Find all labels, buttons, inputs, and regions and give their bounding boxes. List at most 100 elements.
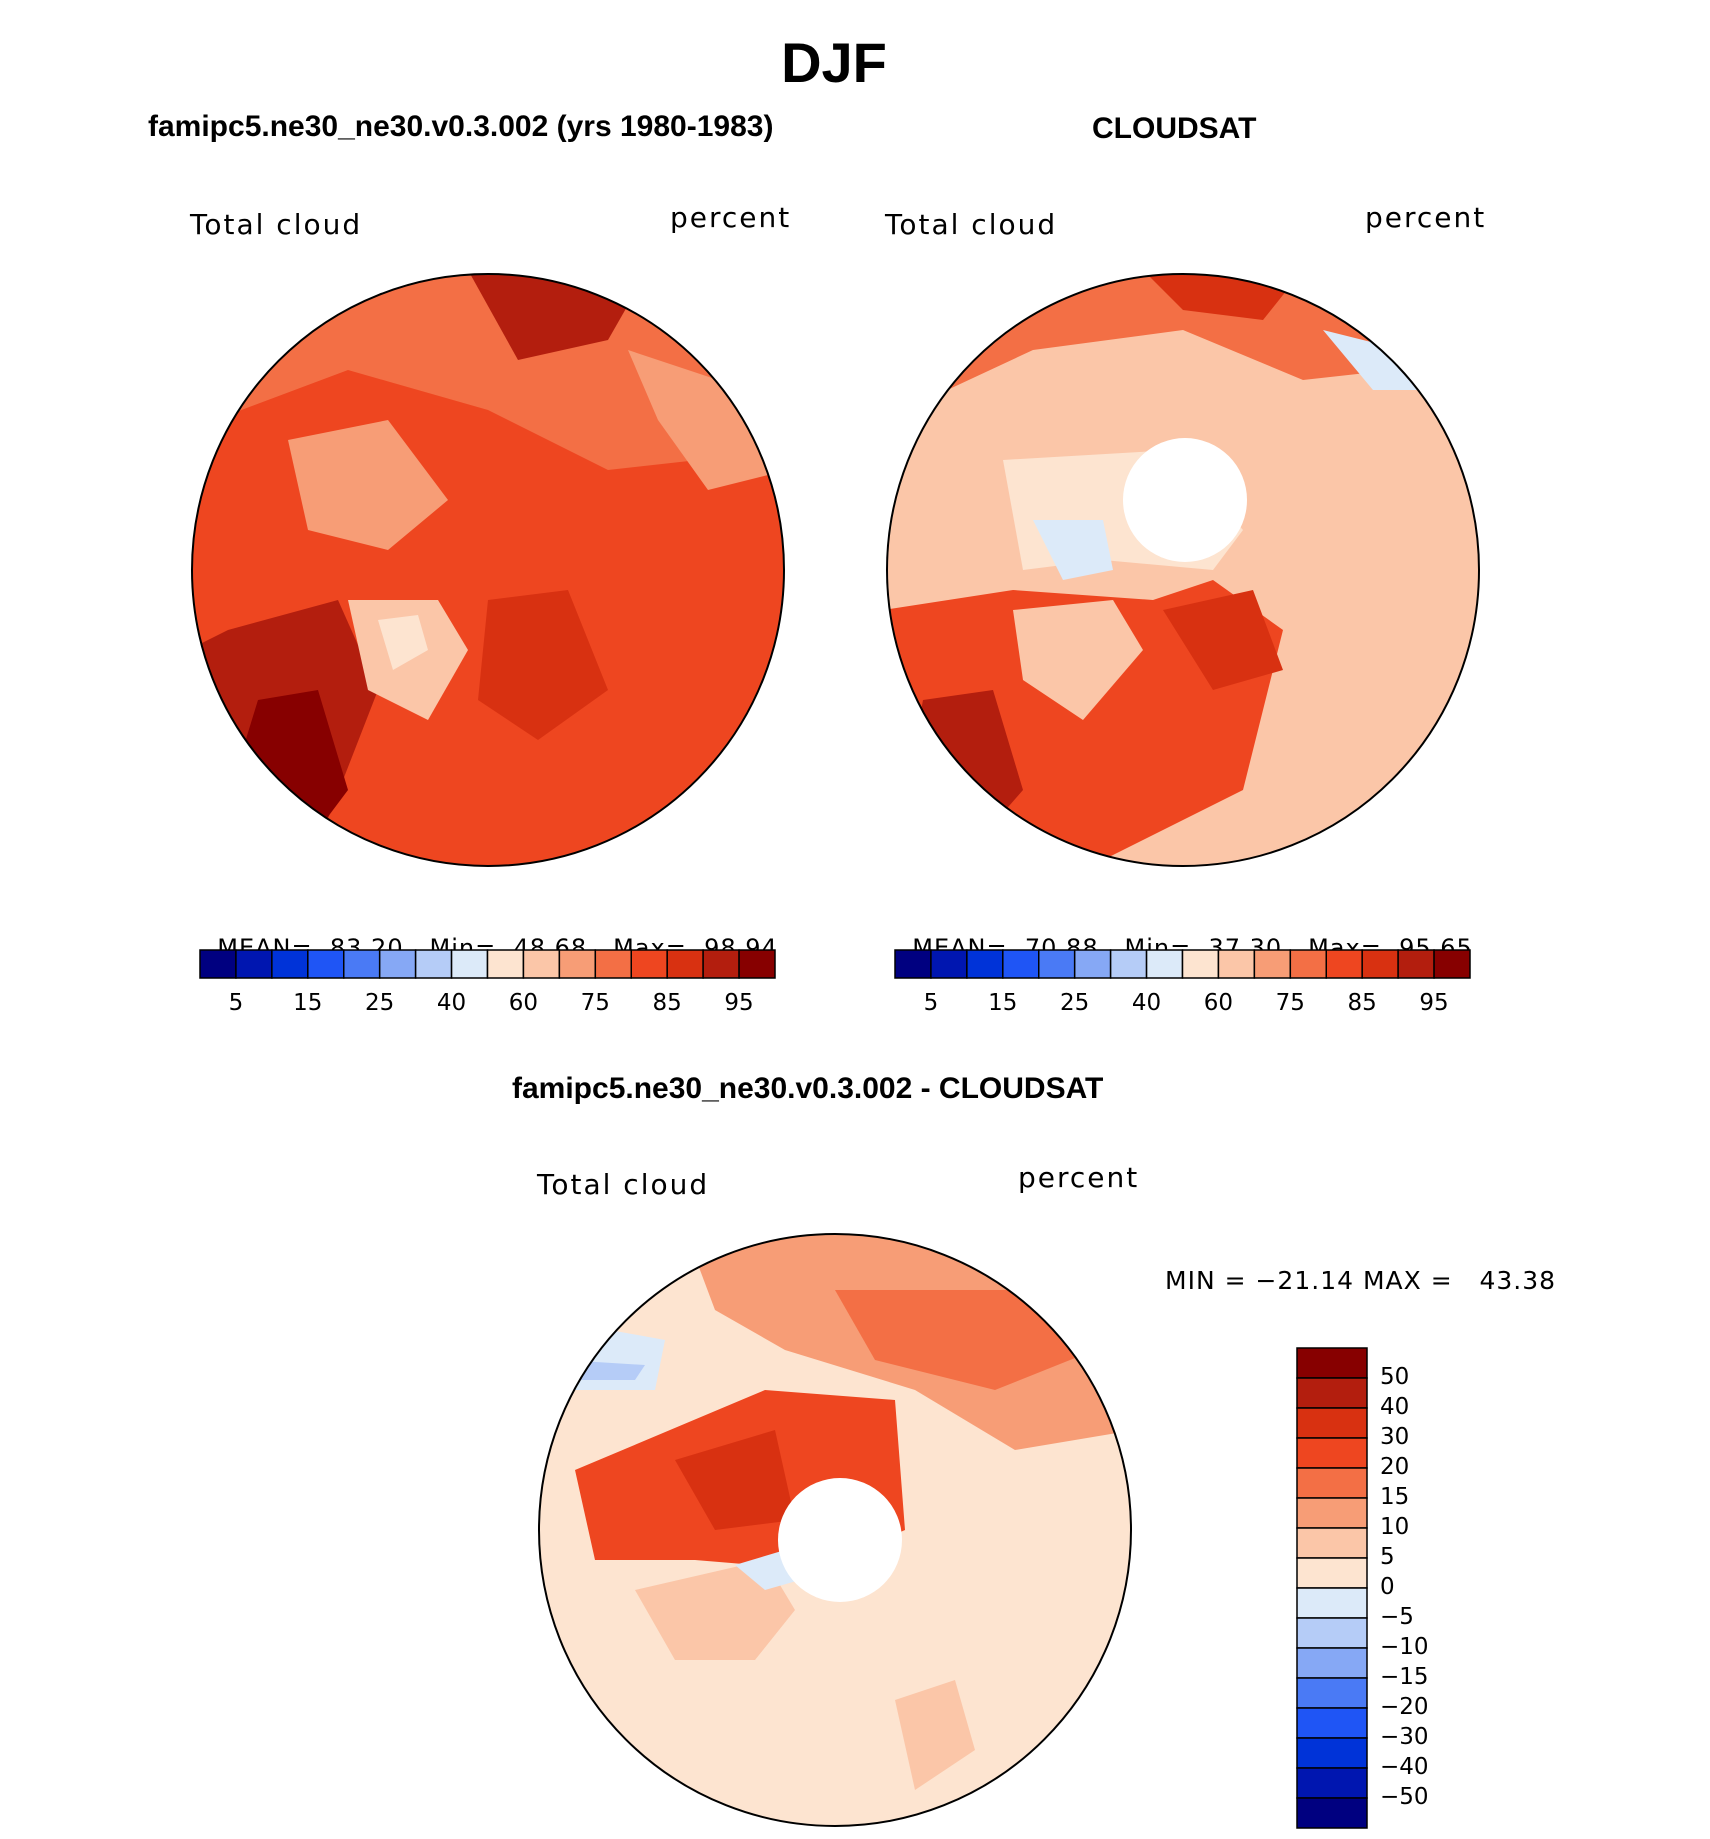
obs-colorbar-swatch xyxy=(894,949,932,979)
diff-colorbar-swatch xyxy=(1296,1527,1368,1559)
diff-field-europe xyxy=(895,1680,975,1790)
obs-colorbar-swatch xyxy=(1109,949,1148,979)
diff-colorbar-swatch xyxy=(1296,1797,1368,1829)
diff-field-north-high xyxy=(835,1290,1095,1390)
diff-polar-map xyxy=(538,1233,1132,1827)
diff-colorbar-swatch xyxy=(1296,1707,1368,1739)
obs-colorbar-tick-label: 5 xyxy=(923,990,939,1016)
model-colorbar-swatch xyxy=(235,949,273,979)
model-panel-title: famipc5.ne30_ne30.v0.3.002 (yrs 1980-198… xyxy=(148,110,774,143)
diff-colorbar-tick-label: 20 xyxy=(1380,1454,1410,1480)
model-colorbar-tick-label: 40 xyxy=(436,990,467,1016)
diff-colorbar-swatch xyxy=(1296,1467,1368,1499)
diff-colorbar-swatch xyxy=(1296,1497,1368,1529)
obs-colorbar-swatch xyxy=(1181,949,1220,979)
model-colorbar-tick-label: 95 xyxy=(724,990,754,1016)
model-map-border xyxy=(191,273,785,867)
obs-colorbar-swatch xyxy=(1361,949,1399,979)
model-colorbar-tick-label: 85 xyxy=(652,990,682,1016)
obs-colorbar-tick-label: 25 xyxy=(1060,990,1090,1016)
model-variable-label: Total cloud xyxy=(190,208,363,241)
model-field-pacific xyxy=(628,350,784,490)
diff-colorbar-swatch xyxy=(1296,1347,1368,1379)
model-colorbar-ticks: 5 15 25 40 60 75 85 95 xyxy=(200,990,775,1020)
obs-colorbar-swatch xyxy=(1253,949,1292,979)
obs-colorbar-tick-label: 60 xyxy=(1203,990,1234,1016)
diff-field-greenland xyxy=(635,1560,795,1660)
model-field-scandinavia xyxy=(478,590,608,740)
diff-colorbar-swatch xyxy=(1296,1557,1368,1589)
diff-panel-title: famipc5.ne30_ne30.v0.3.002 - CLOUDSAT xyxy=(512,1072,1104,1105)
model-colorbar-swatch xyxy=(594,949,632,979)
main-title: DJF xyxy=(781,31,887,94)
model-colorbar-swatch xyxy=(450,949,489,979)
model-colorbar-swatch xyxy=(558,949,597,979)
obs-polar-gap xyxy=(1123,438,1247,562)
model-colorbar-swatch xyxy=(378,949,417,979)
model-colorbar-swatch xyxy=(486,949,525,979)
model-colorbar-swatch xyxy=(666,949,704,979)
model-colorbar-tick-label: 5 xyxy=(228,990,244,1016)
diff-colorbar-swatch xyxy=(1296,1647,1368,1679)
obs-field-canada-min xyxy=(1033,520,1113,580)
diff-colorbar-swatch xyxy=(1296,1767,1368,1799)
obs-map-border xyxy=(886,273,1480,867)
diff-colorbar-swatch xyxy=(1296,1737,1368,1769)
model-colorbar-swatch xyxy=(702,949,740,979)
model-colorbar-swatch xyxy=(414,949,453,979)
obs-units-label: percent xyxy=(1365,201,1487,234)
diff-field-canada-max xyxy=(675,1430,795,1530)
model-colorbar-tick-label: 15 xyxy=(293,990,323,1016)
obs-colorbar-swatch xyxy=(1289,949,1327,979)
diff-colorbar xyxy=(1296,1347,1368,1829)
diff-colorbar-tick-label: −30 xyxy=(1380,1724,1429,1750)
obs-field-greenland xyxy=(1013,600,1143,720)
obs-colorbar-tick-label: 15 xyxy=(988,990,1018,1016)
diff-colorbar-tick-label: −40 xyxy=(1380,1754,1429,1780)
diff-colorbar-tick-label: −50 xyxy=(1380,1784,1429,1810)
obs-colorbar-tick-label: 40 xyxy=(1131,990,1162,1016)
diff-colorbar-swatch xyxy=(1296,1407,1368,1439)
obs-colorbar-swatch xyxy=(1433,949,1471,979)
diff-colorbar-tick-label: −20 xyxy=(1380,1694,1429,1720)
model-colorbar-swatch xyxy=(343,949,381,979)
diff-colorbar-swatch xyxy=(1296,1377,1368,1409)
model-field-north xyxy=(192,274,784,470)
model-colorbar-tick-label: 25 xyxy=(365,990,395,1016)
model-colorbar-swatch xyxy=(271,949,309,979)
obs-colorbar-swatch xyxy=(1073,949,1112,979)
obs-colorbar-swatch xyxy=(930,949,968,979)
diff-colorbar-tick-label: 10 xyxy=(1380,1514,1410,1540)
model-colorbar-tick-label: 60 xyxy=(508,990,539,1016)
obs-variable-label: Total cloud xyxy=(885,208,1058,241)
obs-colorbar-swatch xyxy=(1325,949,1363,979)
diff-colorbar-swatch xyxy=(1296,1437,1368,1469)
diff-colorbar-ticks: 50 40 30 20 15 10 5 0 −5 −10 −15 −20 −30 −40 −50 xyxy=(1380,1348,1460,1828)
model-field-arctic xyxy=(288,420,448,550)
obs-polar-map xyxy=(886,273,1480,867)
obs-colorbar-swatch xyxy=(966,949,1004,979)
diff-colorbar-swatch xyxy=(1296,1617,1368,1649)
model-colorbar-swatch xyxy=(199,949,237,979)
model-colorbar-swatch xyxy=(738,949,776,979)
obs-colorbar-swatch xyxy=(1002,949,1040,979)
diff-colorbar-tick-label: 0 xyxy=(1380,1574,1395,1600)
obs-colorbar-swatch xyxy=(1038,949,1076,979)
model-colorbar xyxy=(199,949,776,979)
model-colorbar-swatch xyxy=(522,949,561,979)
diff-map-border xyxy=(538,1233,1132,1827)
obs-field-scandinavia xyxy=(1163,590,1283,690)
obs-field-pacific-min xyxy=(1323,330,1423,390)
diff-min-max: MIN = −21.14 MAX = 43.38 xyxy=(1165,1266,1557,1295)
obs-colorbar-swatch xyxy=(1217,949,1256,979)
diff-colorbar-swatch xyxy=(1296,1587,1368,1619)
diff-colorbar-tick-label: 40 xyxy=(1380,1394,1410,1420)
obs-colorbar-tick-label: 75 xyxy=(1275,990,1305,1016)
diff-colorbar-tick-label: −10 xyxy=(1380,1634,1429,1660)
obs-colorbar-tick-label: 85 xyxy=(1347,990,1377,1016)
diff-colorbar-tick-label: −5 xyxy=(1380,1604,1414,1630)
model-colorbar-swatch xyxy=(307,949,345,979)
diff-units-label: percent xyxy=(1018,1161,1140,1194)
model-colorbar-tick-label: 75 xyxy=(580,990,610,1016)
diff-colorbar-tick-label: 50 xyxy=(1380,1364,1410,1390)
